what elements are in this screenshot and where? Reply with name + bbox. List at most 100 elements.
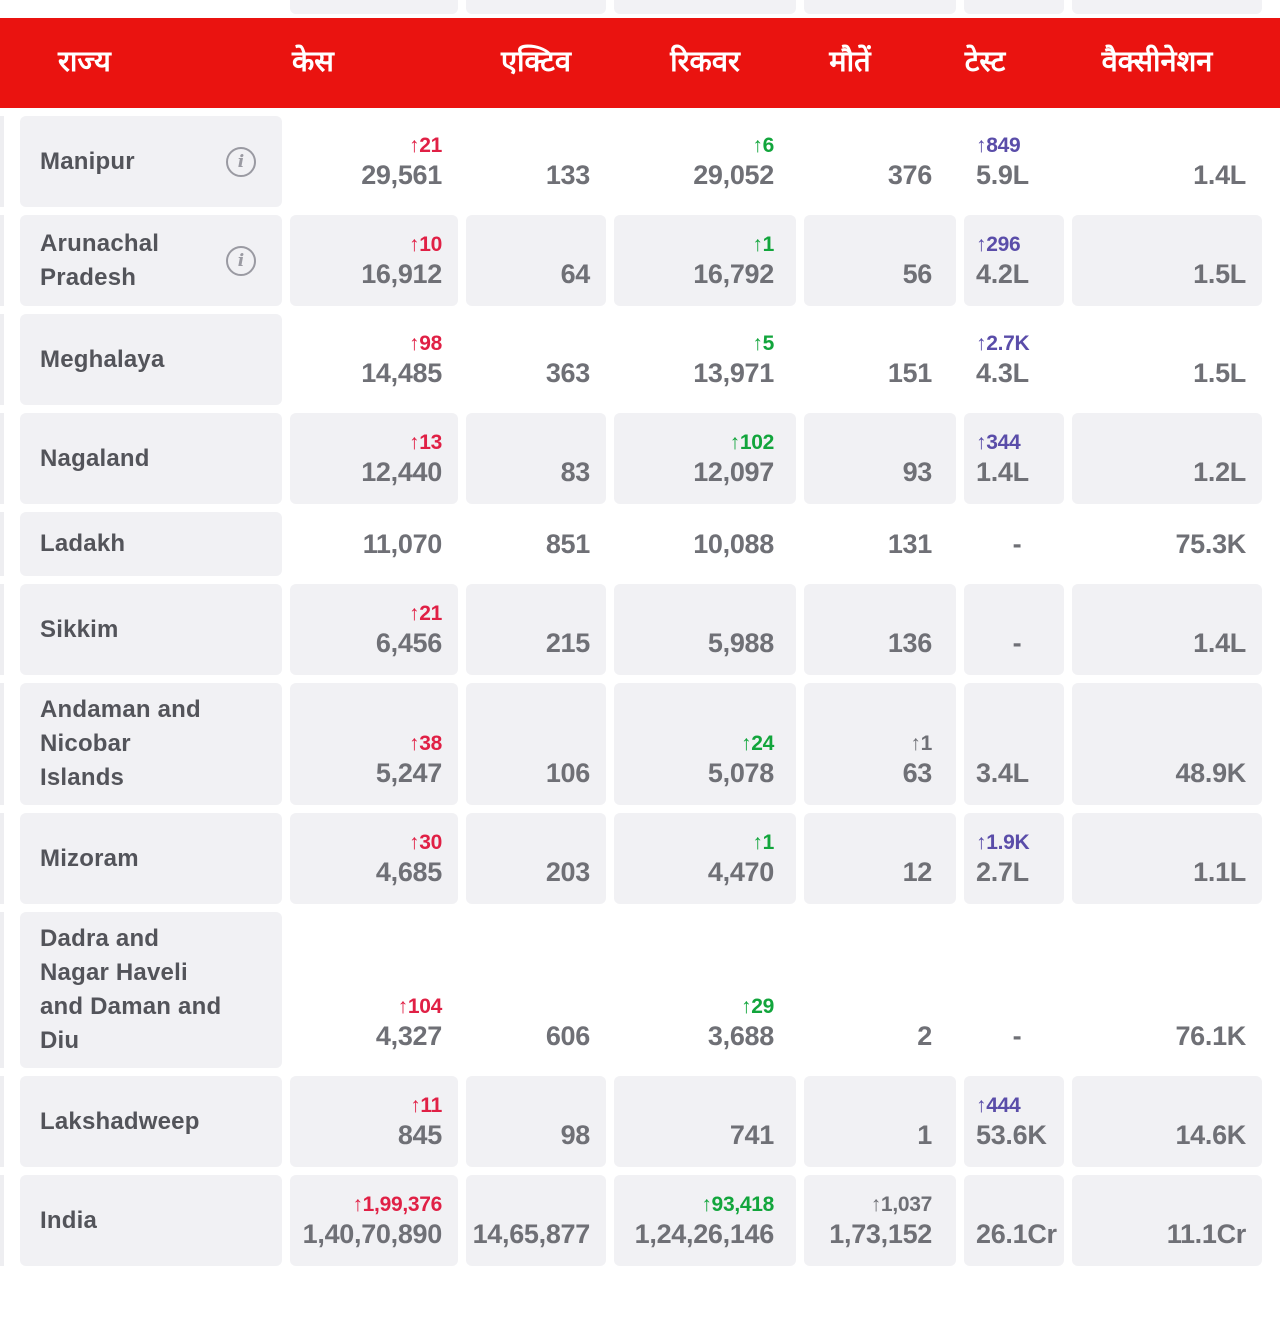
active-cell: 106 [466, 683, 606, 805]
cases-delta: ↑104 [397, 995, 443, 1018]
cases-cell: ↑11 845 [290, 1076, 458, 1167]
vaccination-value: 1.5L [1193, 358, 1246, 388]
recovered-delta: ↑24 [741, 732, 774, 755]
cases-cell: ↑38 5,247 [290, 683, 458, 805]
recovered-value: 16,792 [693, 259, 774, 289]
table-row: India ↑1,99,376 1,40,70,890 14,65,877 ↑9… [0, 1175, 1280, 1266]
tests-cell: ↑1.9K 2.7L [964, 813, 1064, 904]
deaths-value: 12 [902, 857, 933, 887]
tests-cell: - [964, 584, 1064, 675]
deaths-value: 93 [902, 457, 933, 487]
deaths-value: 131 [887, 529, 932, 559]
col-header-tests: टेस्ट [964, 46, 1006, 79]
table-row: Ladakh 11,070 851 10,088 131 - 75.3K [0, 512, 1280, 576]
cases-cell: ↑30 4,685 [290, 813, 458, 904]
active-value: 106 [545, 758, 590, 788]
cases-cell: ↑10 16,912 [290, 215, 458, 306]
vaccination-cell: 14.6K [1072, 1076, 1262, 1167]
table-row: Meghalaya ↑98 14,485 363 ↑5 13,971 151 ↑… [0, 314, 1280, 405]
deaths-cell: 93 [804, 413, 956, 504]
recovered-cell: ↑102 12,097 [614, 413, 796, 504]
cases-delta: ↑38 [409, 732, 442, 755]
recovered-value: 10,088 [693, 529, 774, 559]
cutoff-cell [964, 0, 1064, 14]
active-value: 606 [545, 1021, 590, 1051]
tests-cell: 3.4L [964, 683, 1064, 805]
tests-cell: ↑849 5.9L [964, 116, 1064, 207]
deaths-value: 136 [887, 628, 932, 658]
cases-value: 16,912 [361, 259, 442, 289]
recovered-value: 741 [729, 1120, 774, 1150]
cases-delta: ↑98 [409, 332, 442, 355]
recovered-cell: ↑1 16,792 [614, 215, 796, 306]
deaths-cell: 12 [804, 813, 956, 904]
cases-cell: ↑1,99,376 1,40,70,890 [290, 1175, 458, 1266]
cases-value: 845 [397, 1120, 442, 1150]
info-icon[interactable]: i [226, 245, 256, 276]
info-icon[interactable]: i [226, 146, 256, 177]
tests-cell: - [964, 512, 1064, 576]
state-cell: Lakshadweep [20, 1076, 282, 1167]
table-body: Manipur i ↑21 29,561 133 ↑6 29,052 376 ↑… [0, 116, 1280, 1266]
col-header-vaccination: वैक्सीनेशन [1101, 46, 1213, 79]
state-name: India [40, 1206, 98, 1234]
deaths-cell: 1 [804, 1076, 956, 1167]
state-cell: Ladakh [20, 512, 282, 576]
state-name: Sikkim [40, 615, 119, 643]
cases-value: 11,070 [362, 529, 443, 559]
recovered-value: 12,097 [693, 457, 774, 487]
state-cell: Meghalaya [20, 314, 282, 405]
table-header: राज्य केस एक्टिव रिकवर मौतें टेस्ट वैक्स… [0, 18, 1280, 108]
state-name: Nagaland [40, 444, 150, 472]
active-value: 133 [545, 160, 590, 190]
cases-cell: ↑21 6,456 [290, 584, 458, 675]
vaccination-value: 1.4L [1193, 628, 1246, 658]
cases-delta: ↑13 [409, 431, 442, 454]
deaths-value: 56 [902, 259, 933, 289]
cases-cell: ↑104 4,327 [290, 912, 458, 1068]
active-cell: 851 [466, 512, 606, 576]
cases-value: 5,247 [375, 758, 442, 788]
deaths-cell: 56 [804, 215, 956, 306]
state-name: Dadra and Nagar Haveli and Daman and Diu [40, 925, 222, 1054]
cutoff-cell [290, 0, 458, 14]
vaccination-cell: 1.4L [1072, 116, 1262, 207]
vaccination-cell: 1.5L [1072, 314, 1262, 405]
table-row: Sikkim ↑21 6,456 215 5,988 136 - 1.4L [0, 584, 1280, 675]
table-row: Lakshadweep ↑11 845 98 741 1 ↑444 53.6K … [0, 1076, 1280, 1167]
table-row: Andaman and Nicobar Islands ↑38 5,247 10… [0, 683, 1280, 805]
tests-cell: ↑444 53.6K [964, 1076, 1064, 1167]
deaths-delta: ↑1,037 [870, 1193, 933, 1216]
deaths-value: 1,73,152 [829, 1219, 932, 1249]
active-value: 14,65,877 [472, 1219, 591, 1249]
active-cell: 83 [466, 413, 606, 504]
col-header-recovered: रिकवर [670, 46, 740, 79]
deaths-cell: ↑1 63 [804, 683, 956, 805]
recovered-value: 4,470 [707, 857, 774, 887]
tests-value: 5.9L [976, 160, 1029, 190]
state-name: Arunachal Pradesh [40, 229, 160, 291]
table-row: Manipur i ↑21 29,561 133 ↑6 29,052 376 ↑… [0, 116, 1280, 207]
recovered-value: 3,688 [707, 1021, 774, 1051]
active-value: 363 [545, 358, 590, 388]
vaccination-cell: 1.1L [1072, 813, 1262, 904]
recovered-delta: ↑29 [741, 995, 774, 1018]
tests-value: - [1012, 628, 1022, 658]
deaths-value: 63 [902, 758, 933, 788]
col-header-cases: केस [292, 46, 334, 79]
state-cell: Sikkim [20, 584, 282, 675]
tests-value: 3.4L [976, 758, 1029, 788]
recovered-value: 5,988 [707, 628, 774, 658]
cases-value: 29,561 [361, 160, 442, 190]
recovered-value: 13,971 [693, 358, 774, 388]
tests-value: 53.6K [976, 1120, 1047, 1150]
cases-value: 4,327 [375, 1021, 442, 1051]
cases-cell: 11,070 [290, 512, 458, 576]
active-value: 98 [560, 1120, 591, 1150]
deaths-value: 2 [917, 1021, 932, 1051]
vaccination-cell: 75.3K [1072, 512, 1262, 576]
tests-value: 4.2L [976, 259, 1029, 289]
recovered-cell: ↑6 29,052 [614, 116, 796, 207]
cases-delta: ↑30 [409, 831, 442, 854]
cases-delta: ↑11 [410, 1094, 442, 1117]
